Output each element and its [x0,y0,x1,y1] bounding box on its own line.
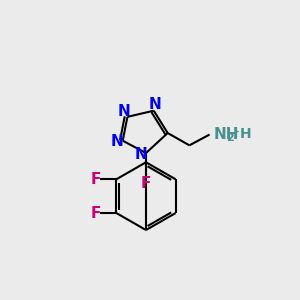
Text: -: - [233,124,238,139]
Text: F: F [90,206,101,220]
Text: N: N [134,147,147,162]
Text: NH: NH [213,127,239,142]
Text: N: N [149,97,162,112]
Text: F: F [90,172,101,187]
Text: 2: 2 [226,133,234,142]
Text: F: F [141,176,151,191]
Text: N: N [117,104,130,119]
Text: H: H [240,127,251,141]
Text: N: N [110,134,123,149]
